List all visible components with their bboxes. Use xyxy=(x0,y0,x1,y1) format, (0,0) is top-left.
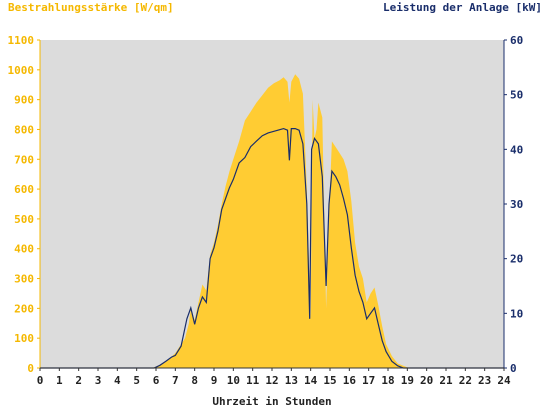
x-tick-label: 17 xyxy=(362,374,375,387)
x-tick-label: 9 xyxy=(211,374,218,387)
left-y-tick-label: 700 xyxy=(14,153,34,166)
right-y-tick-label: 50 xyxy=(510,89,523,102)
x-tick-label: 22 xyxy=(459,374,472,387)
left-y-tick-label: 0 xyxy=(27,362,34,375)
x-tick-label: 23 xyxy=(478,374,491,387)
x-tick-label: 11 xyxy=(246,374,260,387)
x-tick-label: 14 xyxy=(304,374,318,387)
x-tick-label: 1 xyxy=(56,374,63,387)
right-y-tick-label: 10 xyxy=(510,307,523,320)
right-y-tick-label: 40 xyxy=(510,143,523,156)
x-tick-label: 0 xyxy=(37,374,44,387)
x-tick-label: 12 xyxy=(265,374,278,387)
x-tick-label: 4 xyxy=(114,374,121,387)
x-tick-label: 6 xyxy=(153,374,160,387)
left-y-tick-label: 800 xyxy=(14,123,34,136)
x-tick-label: 10 xyxy=(227,374,240,387)
left-y-tick-label: 1000 xyxy=(8,64,35,77)
right-y-tick-label: 30 xyxy=(510,198,523,211)
x-tick-label: 13 xyxy=(285,374,298,387)
x-axis-title: Uhrzeit in Stunden xyxy=(212,395,331,408)
x-tick-label: 20 xyxy=(420,374,433,387)
left-y-tick-label: 900 xyxy=(14,94,34,107)
right-y-tick-label: 60 xyxy=(510,34,523,47)
left-axis-title: Bestrahlungsstärke [W/qm] xyxy=(8,1,174,14)
x-tick-label: 19 xyxy=(401,374,414,387)
left-y-tick-label: 600 xyxy=(14,183,34,196)
irradiance-area xyxy=(40,74,504,369)
right-axis-title: Leistung der Anlage [kW] xyxy=(383,1,542,14)
x-tick-label: 8 xyxy=(191,374,198,387)
left-y-tick-label: 400 xyxy=(14,243,34,256)
x-tick-label: 21 xyxy=(439,374,453,387)
x-tick-label: 5 xyxy=(133,374,140,387)
x-tick-label: 2 xyxy=(75,374,82,387)
x-tick-label: 24 xyxy=(497,374,511,387)
left-y-tick-label: 500 xyxy=(14,213,34,226)
right-y-tick-label: 20 xyxy=(510,253,523,266)
left-y-tick-label: 100 xyxy=(14,332,34,345)
power-line xyxy=(40,127,504,369)
x-tick-label: 16 xyxy=(343,374,357,387)
left-y-tick-label: 300 xyxy=(14,273,34,286)
x-tick-label: 7 xyxy=(172,374,179,387)
right-y-tick-label: 0 xyxy=(510,362,517,375)
left-y-tick-label: 200 xyxy=(14,302,34,315)
x-tick-label: 18 xyxy=(381,374,394,387)
x-tick-label: 15 xyxy=(323,374,336,387)
x-tick-label: 3 xyxy=(95,374,102,387)
left-y-tick-label: 1100 xyxy=(8,34,35,47)
